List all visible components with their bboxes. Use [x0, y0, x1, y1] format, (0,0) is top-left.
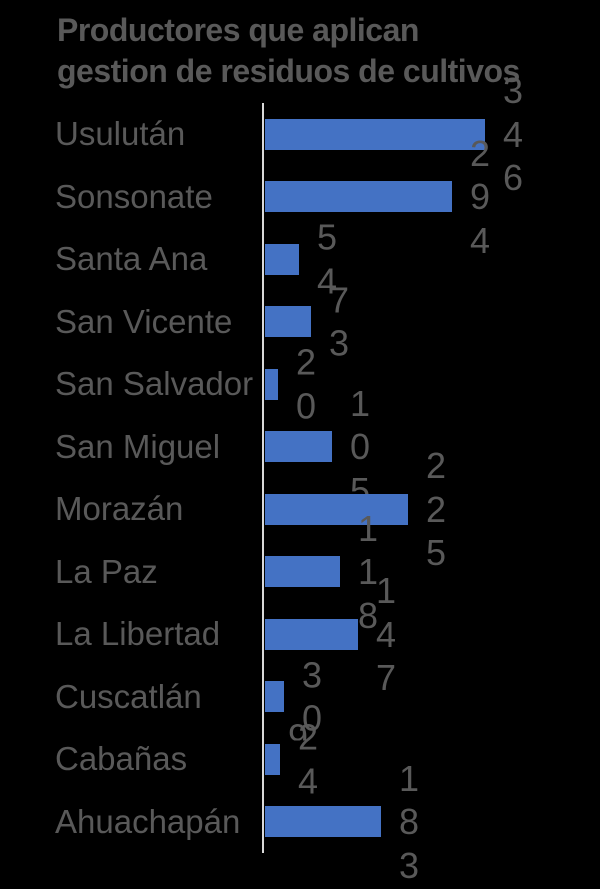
bar-ahuachapan[interactable]	[265, 806, 381, 837]
bar-san-vicente[interactable]	[265, 306, 311, 337]
data-label-morazan: 2 2 5	[425, 444, 447, 573]
bar-la-paz[interactable]	[265, 556, 340, 587]
category-label-la-libertad: La Libertad	[55, 615, 221, 652]
bar-la-libertad[interactable]	[265, 618, 358, 650]
bar-san-salvador[interactable]	[265, 368, 278, 400]
category-label-santa-ana: Santa Ana	[55, 240, 208, 277]
category-label-cabanas: Cabañas	[55, 740, 188, 777]
bar-usulutan[interactable]	[265, 118, 485, 150]
category-label-san-vicente: San Vicente	[55, 302, 233, 340]
category-label-sonsonate: Sonsonate	[55, 177, 213, 215]
bar-san-miguel[interactable]	[265, 431, 332, 462]
category-label-san-salvador: San Salvador	[55, 365, 254, 402]
stray-digit: 9	[287, 716, 309, 758]
category-label-san-miguel: San Miguel	[55, 427, 221, 465]
bar-cabanas[interactable]	[265, 743, 280, 775]
data-label-san-salvador: 2 0	[295, 341, 317, 427]
category-label-ahuachapan: Ahuachapán	[55, 802, 241, 840]
bar-cuscatlan[interactable]	[265, 681, 284, 712]
chart-title: Productores que aplican gestion de resid…	[57, 12, 520, 89]
data-label-sonsonate: 2 9 4	[469, 132, 491, 261]
category-label-cuscatlan: Cuscatlán	[55, 677, 202, 715]
data-label-cabanas: 2 4	[297, 716, 319, 802]
category-label-morazan: Morazán	[55, 490, 184, 527]
data-label-la-paz: 1 1 8	[357, 507, 379, 636]
category-label-la-paz: La Paz	[55, 552, 158, 590]
data-label-usulutan: 3 4 6	[502, 69, 524, 198]
y-axis-line	[262, 103, 264, 853]
bar-sonsonate[interactable]	[265, 181, 452, 212]
data-label-san-miguel: 1 0 5	[349, 382, 371, 511]
data-label-ahuachapan: 1 8 3	[398, 757, 420, 886]
category-label-usulutan: Usulután	[55, 115, 186, 152]
bar-morazan[interactable]	[265, 493, 408, 525]
bar-santa-ana[interactable]	[265, 243, 299, 275]
data-label-santa-ana: 5 4	[316, 216, 338, 302]
data-label-san-vicente: 7 3	[328, 279, 350, 364]
data-label-la-libertad: 1 4 7	[375, 569, 397, 698]
data-label-cuscatlan: 3 0	[301, 654, 323, 739]
